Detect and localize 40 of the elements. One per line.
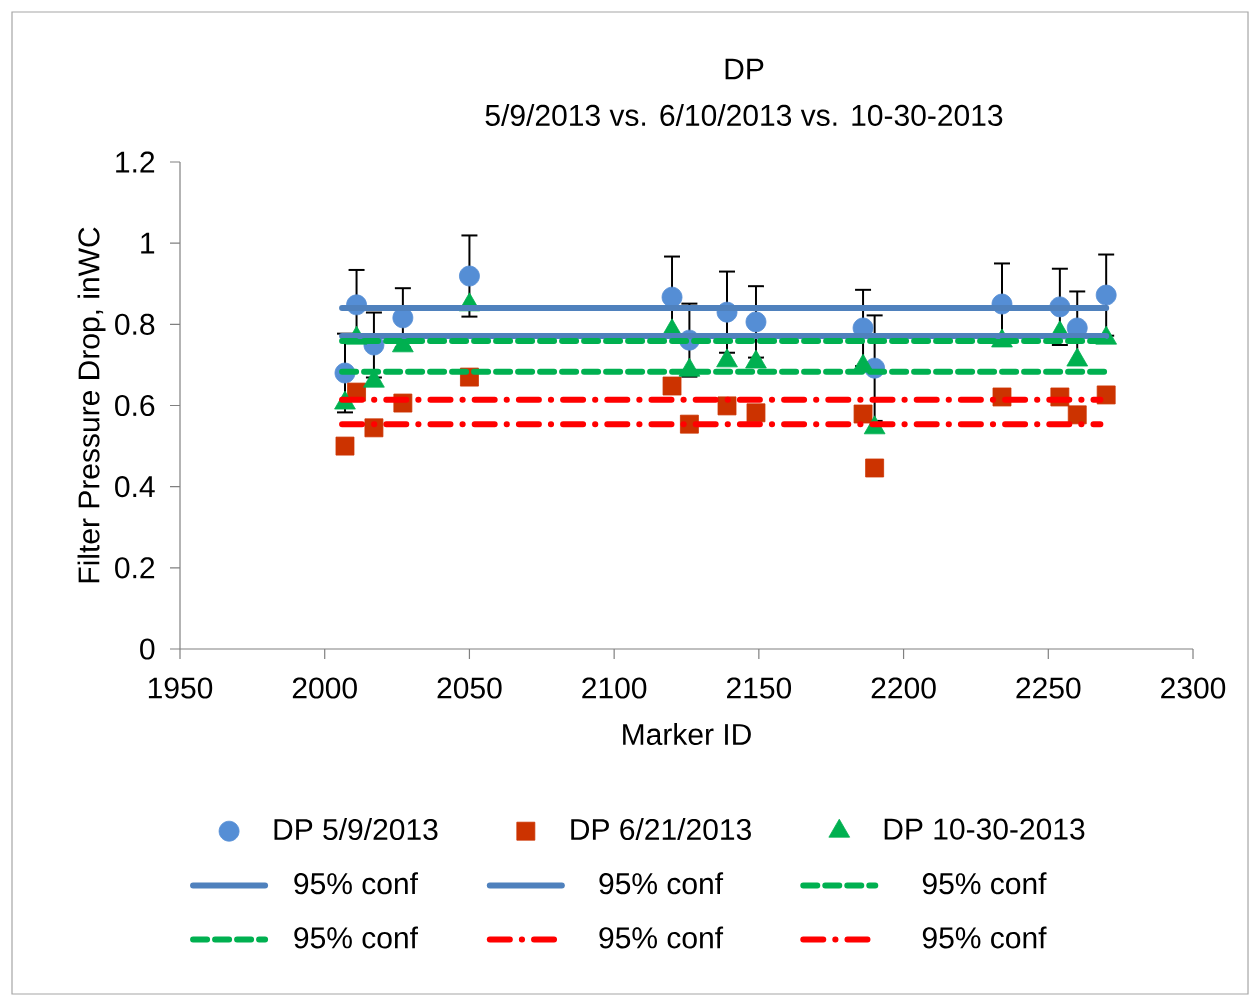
point xyxy=(746,403,766,423)
y-tick-label: 1.2 xyxy=(116,151,155,173)
chart-title: DP xyxy=(725,58,764,80)
legend-label: 95% conf xyxy=(599,926,724,949)
x-tick-label: 2300 xyxy=(1161,677,1226,699)
point xyxy=(717,396,737,416)
legend-label: 95% conf xyxy=(922,872,1047,895)
legend-label: 95% conf xyxy=(294,926,418,949)
x-tick-label: 2200 xyxy=(871,677,936,699)
x-tick-label: 2150 xyxy=(726,677,792,699)
legend-label: DP 10-30-2013 xyxy=(884,818,1085,840)
legend-label: 95% conf xyxy=(922,926,1047,949)
point xyxy=(745,311,767,333)
x-tick-label: 1950 xyxy=(148,677,213,699)
legend-label: 95% conf xyxy=(599,872,724,895)
legend-label: DP 5/9/2013 xyxy=(274,818,438,841)
y-tick-label: 0.8 xyxy=(115,313,155,335)
x-tick-label: 2100 xyxy=(582,677,647,699)
point xyxy=(364,418,384,438)
point xyxy=(662,376,682,396)
x-tick-label: 2050 xyxy=(437,677,502,699)
legend-label: 95% conf xyxy=(294,872,418,895)
x-axis-title: Marker ID xyxy=(623,723,751,746)
point xyxy=(865,458,885,478)
y-tick-label: 0 xyxy=(140,638,155,660)
x-tick-label: 2250 xyxy=(1016,677,1081,699)
y-tick-label: 0.4 xyxy=(115,476,155,498)
legend-label: DP 6/21/2013 xyxy=(571,818,751,841)
y-axis-title: Filter Pressure Drop, inWC xyxy=(77,227,106,583)
chart-subtitle: 5/9/2013 vs. 6/10/2013 vs. 10-30-2013 xyxy=(485,103,1003,126)
point xyxy=(1067,405,1087,425)
x-tick-label: 2000 xyxy=(292,677,357,699)
point xyxy=(853,404,873,424)
y-tick-label: 1 xyxy=(141,232,155,254)
point xyxy=(459,265,480,287)
point xyxy=(661,286,683,308)
y-tick-label: 0.6 xyxy=(115,394,155,417)
point xyxy=(1095,284,1117,306)
point xyxy=(335,436,355,456)
y-tick-label: 0.2 xyxy=(115,557,155,579)
